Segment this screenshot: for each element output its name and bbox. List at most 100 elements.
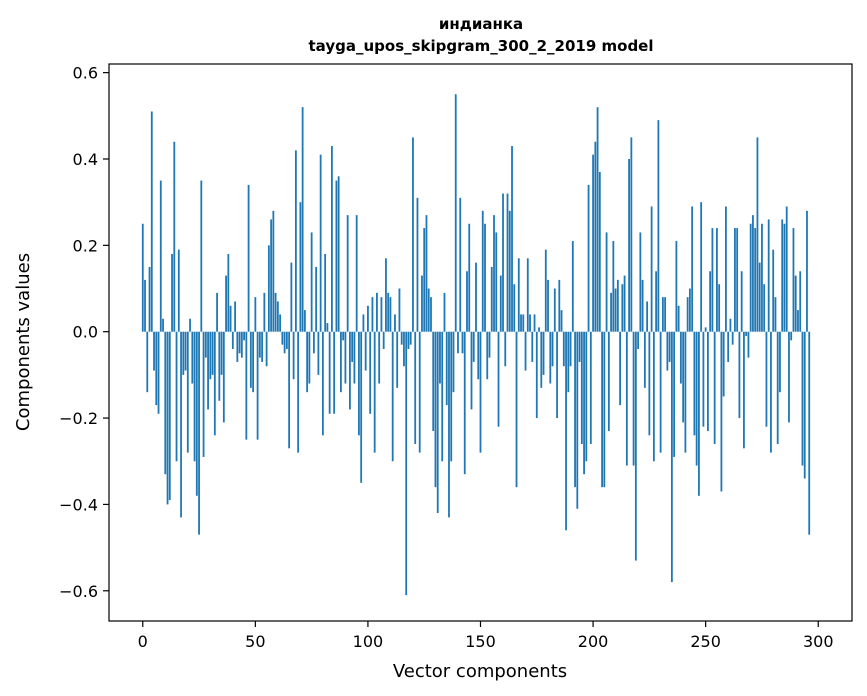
bar: [763, 284, 766, 332]
bar: [432, 331, 435, 432]
bar: [369, 331, 372, 414]
bar: [195, 331, 198, 496]
bar: [628, 158, 630, 332]
bar: [677, 305, 680, 332]
bar: [272, 210, 275, 332]
bar: [607, 331, 610, 432]
bar: [698, 331, 700, 496]
bar: [637, 331, 640, 349]
bar: [641, 279, 644, 332]
bar: [423, 228, 426, 332]
bar: [349, 331, 351, 410]
bar: [754, 228, 757, 332]
bar: [729, 318, 732, 332]
bar: [159, 180, 162, 332]
bar: [585, 331, 588, 462]
x-tick-label: 100: [353, 632, 384, 651]
bar: [767, 219, 770, 332]
bar: [225, 275, 227, 332]
bar: [222, 331, 225, 423]
bar: [454, 94, 457, 332]
bar: [182, 331, 185, 375]
bar: [630, 137, 633, 332]
x-tick-label: 0: [138, 632, 148, 651]
bar: [738, 331, 741, 419]
bar: [540, 331, 543, 388]
bar: [177, 249, 180, 332]
y-axis-label: Components values: [13, 253, 34, 431]
bar: [258, 331, 261, 358]
bar: [380, 297, 383, 332]
bar: [171, 253, 173, 332]
chart-title: индианка: [439, 15, 523, 33]
bar: [783, 223, 786, 332]
bar: [256, 331, 259, 440]
bar: [538, 327, 540, 332]
y-tick-label: −0.4: [59, 495, 98, 514]
bar: [403, 331, 405, 367]
bar: [673, 331, 676, 457]
bar: [335, 180, 338, 332]
bar: [155, 331, 158, 406]
bar: [756, 137, 759, 332]
bar: [362, 314, 365, 332]
bar: [346, 215, 349, 332]
bar: [580, 331, 583, 444]
bar: [484, 223, 486, 332]
bar: [693, 331, 696, 436]
bar: [146, 331, 149, 393]
bar: [682, 331, 685, 423]
bar: [317, 331, 320, 375]
bar: [326, 323, 329, 332]
x-tick-label: 50: [245, 632, 265, 651]
bar: [589, 331, 592, 444]
y-axis: −0.6 −0.4 −0.2 0.0 0.2 0.4 0.6: [59, 64, 109, 601]
bar: [612, 241, 615, 332]
bar: [470, 331, 473, 410]
bar: [504, 331, 507, 367]
bar: [321, 331, 324, 436]
bar: [290, 262, 293, 332]
bar: [416, 197, 419, 332]
bar: [594, 141, 597, 332]
bar: [625, 331, 628, 466]
bar: [544, 249, 547, 332]
bar: [344, 331, 347, 384]
bar: [292, 331, 295, 380]
y-tick-label: −0.6: [59, 582, 98, 601]
bar: [209, 331, 212, 380]
bar: [441, 331, 444, 462]
bar: [333, 331, 336, 414]
bar: [664, 297, 667, 332]
bar: [616, 279, 619, 332]
bar: [450, 331, 453, 462]
bar: [529, 314, 531, 332]
bar: [569, 331, 572, 367]
bar: [774, 297, 777, 332]
bar: [150, 111, 153, 332]
bar: [229, 305, 232, 332]
bar: [520, 314, 522, 332]
bar: [806, 210, 808, 332]
bar: [213, 331, 216, 436]
bar: [475, 262, 477, 332]
bar: [378, 331, 381, 384]
bar: [792, 228, 795, 332]
bar: [303, 310, 306, 332]
bar: [502, 193, 504, 332]
bar: [643, 331, 646, 388]
bar: [173, 141, 176, 332]
bar: [650, 206, 653, 332]
bar: [598, 171, 601, 332]
bar: [459, 197, 462, 332]
bar: [666, 331, 669, 371]
bar: [202, 331, 205, 457]
bar: [342, 331, 345, 341]
bar: [508, 210, 511, 332]
bar: [713, 331, 716, 444]
bar: [488, 331, 491, 358]
bar: [583, 331, 585, 475]
bar: [549, 331, 552, 384]
bar: [679, 331, 682, 384]
bar: [808, 331, 811, 535]
